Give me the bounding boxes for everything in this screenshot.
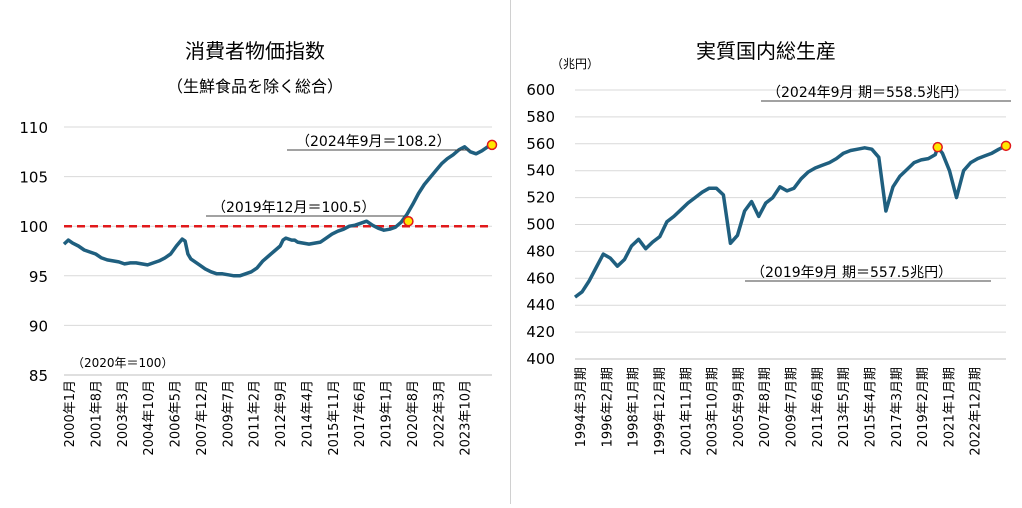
gdp-y-tick-label: 520 bbox=[526, 189, 555, 207]
panel-divider bbox=[510, 0, 511, 504]
gdp-marker-latest bbox=[1000, 140, 1012, 152]
gdp-y-tick-label: 420 bbox=[526, 323, 555, 341]
cpi-annotation-latest: （2024年9月＝108.2） bbox=[296, 134, 451, 150]
gdp-x-tick-label: 1998年1月期 bbox=[627, 367, 642, 447]
gdp-annotation-2019: （2019年9月 期＝557.5兆円） bbox=[751, 265, 952, 281]
gdp-y-tick-label: 460 bbox=[526, 269, 555, 287]
cpi-x-tick-label: 2000年1月 bbox=[63, 380, 78, 447]
cpi-marker-latest bbox=[486, 139, 498, 151]
cpi-x-tick-label: 2009年7月 bbox=[221, 380, 236, 447]
gdp-unit-note: （兆円） bbox=[551, 57, 599, 71]
gdp-x-tick-label: 2017年3月期 bbox=[890, 367, 905, 447]
cpi-chart-svg: 消費者物価指数 （生鮮食品を除く総合） 85 90 95 100 105 110 （2020年＝… bbox=[19, 39, 498, 456]
cpi-x-tick-label: 2004年10月 bbox=[142, 380, 157, 456]
cpi-y-tick-label: 95 bbox=[29, 268, 48, 286]
cpi-unit-note: （2020年＝100） bbox=[72, 356, 173, 370]
cpi-x-tick-label: 2020年8月 bbox=[406, 380, 421, 447]
gdp-y-tick-label: 500 bbox=[526, 216, 555, 234]
cpi-x-tick-label: 2022年3月 bbox=[432, 380, 447, 447]
gdp-x-tick-label: 2019年2月期 bbox=[916, 367, 931, 447]
cpi-y-tick-label: 100 bbox=[19, 218, 48, 236]
gdp-x-tick-label: 2005年9月期 bbox=[732, 367, 747, 447]
cpi-x-tick-label: 2014年4月 bbox=[300, 380, 315, 447]
cpi-x-tick-label: 2001年8月 bbox=[89, 380, 104, 447]
cpi-chart-title: 消費者物価指数 bbox=[185, 39, 325, 63]
gdp-x-tick-label: 2021年1月期 bbox=[942, 367, 957, 447]
cpi-x-tick-label: 2015年11月 bbox=[327, 380, 342, 456]
gdp-x-tick-label: 2022年12月期 bbox=[969, 367, 984, 456]
gdp-x-tick-label: 2015年4月期 bbox=[863, 367, 878, 447]
cpi-y-tick-label: 105 bbox=[19, 169, 48, 187]
cpi-x-tick-label: 2003年3月 bbox=[116, 380, 131, 447]
gdp-y-tick-label: 580 bbox=[526, 108, 555, 126]
gdp-annotation-latest: （2024年9月 期＝558.5兆円） bbox=[767, 85, 968, 101]
gdp-x-tick-label: 2011年6月期 bbox=[811, 367, 826, 447]
gdp-y-tick-label: 540 bbox=[526, 162, 555, 180]
gdp-marker-2019 bbox=[932, 141, 943, 153]
cpi-x-tick-label: 2023年10月 bbox=[459, 380, 474, 456]
gdp-chart-svg: 実質国内総生産 （兆円） 400 420 440 460 480 500 520 540 560 58… bbox=[526, 39, 1012, 456]
cpi-x-tick-label: 2007年12月 bbox=[195, 380, 210, 456]
gdp-y-tick-label: 560 bbox=[526, 135, 555, 153]
gdp-x-tick-label: 2013年5月期 bbox=[837, 367, 852, 447]
gdp-y-tick-label: 480 bbox=[526, 242, 555, 260]
gdp-x-tick-label: 2009年7月期 bbox=[785, 367, 800, 447]
cpi-series-line bbox=[62, 143, 493, 278]
gdp-y-tick-label: 600 bbox=[526, 81, 555, 99]
gdp-x-tick-label: 1999年12月期 bbox=[653, 367, 668, 456]
gdp-x-tick-label: 2001年11月期 bbox=[679, 367, 694, 456]
cpi-chart-panel: 消費者物価指数 （生鮮食品を除く総合） 85 90 95 100 105 110 （2020年＝… bbox=[0, 0, 511, 504]
cpi-x-tick-label: 2017年6月 bbox=[353, 380, 368, 447]
cpi-x-tick-label: 2006年5月 bbox=[169, 380, 184, 447]
cpi-y-tick-label: 90 bbox=[29, 317, 48, 335]
gdp-x-tick-label: 2003年10月期 bbox=[706, 367, 721, 456]
gdp-x-tick-label: 1994年3月期 bbox=[574, 367, 589, 447]
gdp-y-tick-label: 440 bbox=[526, 296, 555, 314]
gdp-y-tick-label: 400 bbox=[526, 350, 555, 368]
cpi-x-tick-label: 2011年2月 bbox=[248, 380, 263, 447]
cpi-y-tick-label: 85 bbox=[29, 367, 48, 385]
gdp-chart-panel: 実質国内総生産 （兆円） 400 420 440 460 480 500 520 540 560 58… bbox=[511, 0, 1022, 504]
cpi-chart-subtitle: （生鮮食品を除く総合） bbox=[167, 77, 343, 96]
cpi-marker-2019 bbox=[403, 215, 414, 227]
cpi-annotation-2019: （2019年12月＝100.5） bbox=[212, 200, 376, 216]
cpi-y-tick-label: 110 bbox=[19, 119, 48, 137]
cpi-x-tick-label: 2019年1月 bbox=[380, 380, 395, 447]
gdp-x-tick-label: 1996年2月期 bbox=[600, 367, 615, 447]
cpi-x-tick-label: 2012年9月 bbox=[274, 380, 289, 447]
gdp-chart-title: 実質国内総生産 bbox=[696, 39, 836, 63]
gdp-x-tick-label: 2007年8月期 bbox=[758, 367, 773, 447]
